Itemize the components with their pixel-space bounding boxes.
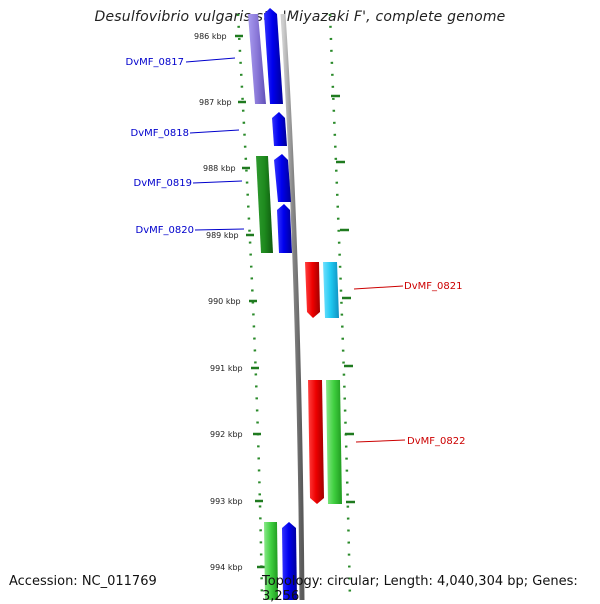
gene-feature [277,204,292,253]
cds-feature [256,156,273,253]
map-title: Desulfovibrio vulgaris str. 'Miyazaki F'… [94,9,506,25]
gene-partial-bottom [264,522,297,600]
tick-labels: 986 kbp 987 kbp 988 kbp 989 kbp 990 kbp … [194,32,243,572]
gene-label-DvMF_0822[interactable]: DvMF_0822 [407,436,465,447]
gene-feature [272,112,287,146]
gene-labels: DvMF_0817 DvMF_0818 DvMF_0819 DvMF_0820 … [126,57,466,447]
cds-feature [264,522,278,600]
tick-label-991: 991 kbp [210,364,243,373]
track-ring-left [236,13,264,600]
gene-label-DvMF_0820[interactable]: DvMF_0820 [136,225,194,236]
scale-ticks-right [331,94,355,504]
accession-text: Accession: NC_011769 [9,574,157,589]
gene-feature [305,262,320,318]
gene-feature [274,154,291,202]
gene-feature [282,522,297,600]
gene-label-DvMF_0819[interactable]: DvMF_0819 [134,178,192,189]
tick-label-990: 990 kbp [208,297,241,306]
gene-DvMF_0821[interactable] [305,262,339,318]
gene-feature [264,8,283,104]
tick-label-986: 986 kbp [194,32,227,41]
tick-label-987: 987 kbp [199,98,232,107]
gene-feature [308,380,324,504]
gene-DvMF_0820[interactable] [277,204,292,253]
genome-backbone [280,13,305,600]
gene-DvMF_0822[interactable] [308,380,342,504]
label-leaders [185,57,406,443]
cds-feature [323,262,339,318]
tick-label-993: 993 kbp [210,497,243,506]
gene-DvMF_0817[interactable] [248,8,283,104]
track-ring-right [328,13,352,600]
gene-DvMF_0819[interactable] [256,154,291,253]
gene-label-DvMF_0818[interactable]: DvMF_0818 [131,128,189,139]
cds-feature [326,380,342,504]
gene-label-DvMF_0821[interactable]: DvMF_0821 [404,281,462,292]
tick-label-988: 988 kbp [203,164,236,173]
gene-DvMF_0818[interactable] [272,112,287,146]
tick-label-992: 992 kbp [210,430,243,439]
gene-label-DvMF_0817[interactable]: DvMF_0817 [126,57,184,68]
tick-label-989: 989 kbp [206,231,239,240]
cds-feature [248,14,266,104]
scale-ticks [235,34,265,569]
tick-label-994: 994 kbp [210,563,243,572]
